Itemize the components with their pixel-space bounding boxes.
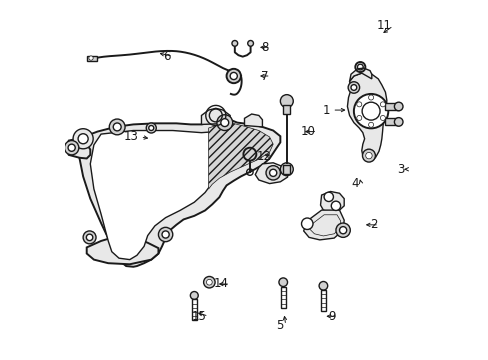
Circle shape [109, 119, 125, 135]
Polygon shape [86, 237, 158, 264]
Polygon shape [201, 108, 230, 125]
Polygon shape [346, 73, 386, 160]
Polygon shape [283, 105, 290, 114]
Circle shape [68, 144, 75, 151]
Circle shape [269, 169, 276, 176]
Polygon shape [320, 192, 344, 212]
Polygon shape [67, 138, 90, 158]
Text: 7: 7 [261, 69, 268, 82]
Circle shape [365, 152, 371, 159]
Text: 6: 6 [163, 50, 171, 63]
Text: 13: 13 [123, 130, 139, 144]
Circle shape [394, 118, 402, 126]
Circle shape [158, 227, 172, 242]
Text: 12: 12 [256, 150, 271, 163]
Circle shape [339, 226, 346, 234]
Polygon shape [244, 114, 262, 127]
Circle shape [226, 69, 241, 83]
Text: 8: 8 [261, 41, 268, 54]
Text: 1: 1 [323, 104, 330, 117]
Circle shape [83, 231, 96, 244]
Text: 3: 3 [396, 163, 403, 176]
Polygon shape [80, 119, 280, 267]
Circle shape [324, 192, 333, 202]
Text: 10: 10 [300, 125, 315, 138]
Text: 11: 11 [376, 19, 391, 32]
Circle shape [78, 134, 88, 144]
Circle shape [380, 102, 385, 107]
Polygon shape [320, 290, 325, 311]
Polygon shape [192, 300, 196, 320]
Circle shape [86, 234, 93, 240]
Circle shape [353, 94, 387, 129]
Polygon shape [303, 210, 344, 240]
Polygon shape [385, 103, 398, 110]
Circle shape [356, 102, 361, 107]
Polygon shape [90, 131, 265, 260]
Circle shape [230, 72, 237, 80]
Circle shape [347, 82, 359, 93]
Text: 5: 5 [276, 319, 284, 332]
Circle shape [362, 149, 375, 162]
Circle shape [356, 116, 361, 121]
FancyBboxPatch shape [86, 55, 97, 60]
Circle shape [221, 119, 228, 127]
Circle shape [64, 140, 79, 155]
Circle shape [148, 126, 153, 131]
Text: 4: 4 [351, 177, 359, 190]
Circle shape [278, 278, 287, 287]
Polygon shape [385, 118, 398, 126]
Circle shape [265, 166, 280, 180]
Circle shape [330, 201, 340, 211]
Circle shape [350, 85, 356, 90]
Text: 15: 15 [192, 310, 206, 323]
Circle shape [394, 102, 402, 111]
Circle shape [89, 56, 93, 60]
Circle shape [280, 95, 293, 108]
Circle shape [217, 115, 232, 131]
Text: 9: 9 [328, 310, 335, 323]
Circle shape [113, 123, 121, 131]
Polygon shape [208, 123, 273, 189]
Circle shape [231, 41, 237, 46]
Polygon shape [255, 163, 287, 184]
Circle shape [301, 218, 312, 229]
Circle shape [73, 129, 93, 149]
Circle shape [203, 276, 215, 288]
Text: 14: 14 [213, 278, 228, 291]
Text: 2: 2 [369, 218, 376, 231]
Circle shape [368, 122, 373, 127]
Polygon shape [283, 165, 290, 174]
Circle shape [190, 292, 198, 300]
Polygon shape [349, 68, 371, 81]
Circle shape [247, 41, 253, 46]
Circle shape [319, 282, 327, 290]
Circle shape [280, 163, 293, 176]
Circle shape [368, 95, 373, 100]
Circle shape [380, 116, 385, 121]
Circle shape [162, 231, 169, 238]
Circle shape [335, 223, 349, 237]
Circle shape [206, 279, 212, 285]
Circle shape [146, 123, 156, 133]
Polygon shape [280, 287, 285, 308]
